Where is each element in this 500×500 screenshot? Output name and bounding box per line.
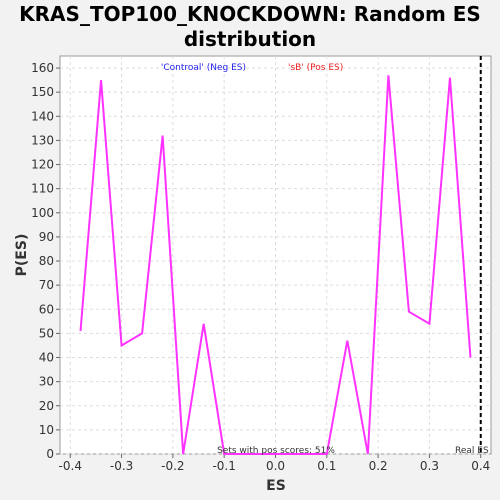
y-tick-label: 40 bbox=[39, 351, 54, 365]
y-tick-label: 60 bbox=[39, 302, 54, 316]
x-axis-label: ES bbox=[266, 478, 286, 494]
y-tick-label: 20 bbox=[39, 399, 54, 413]
x-tick-label: 0.2 bbox=[369, 459, 388, 473]
y-tick-label: 10 bbox=[39, 423, 54, 437]
x-axis-ticks: -0.4 -0.3 -0.2 -0.1 0.0 0.1 0.2 0.3 0.4 bbox=[59, 454, 490, 473]
chart-title: KRAS_TOP100_KNOCKDOWN: Random ES distrib… bbox=[0, 2, 500, 52]
y-tick-label: 100 bbox=[31, 206, 54, 220]
legend-pos-label: 'sB' (Pos ES) bbox=[288, 63, 343, 73]
x-tick-label: -0.4 bbox=[59, 459, 82, 473]
y-tick-label: 120 bbox=[31, 158, 54, 172]
x-tick-label: 0.4 bbox=[471, 459, 490, 473]
y-tick-label: 150 bbox=[31, 85, 54, 99]
x-tick-label: -0.1 bbox=[212, 459, 235, 473]
y-axis-ticks: 0 10 20 30 40 50 60 70 80 90 100 110 120 130 140 150 160 bbox=[31, 61, 60, 461]
y-tick-label: 30 bbox=[39, 375, 54, 389]
legend-neg-label: 'Controal' (Neg ES) bbox=[161, 63, 246, 73]
series-line bbox=[79, 75, 472, 455]
y-tick-label: 50 bbox=[39, 326, 54, 340]
y-tick-label: 70 bbox=[39, 278, 54, 292]
y-tick-label: 110 bbox=[31, 182, 54, 196]
grid bbox=[60, 56, 491, 455]
y-tick-label: 90 bbox=[39, 230, 54, 244]
x-tick-label: 0.0 bbox=[266, 459, 285, 473]
y-tick-label: 80 bbox=[39, 254, 54, 268]
chart-title-line-1: KRAS_TOP100_KNOCKDOWN: Random ES bbox=[19, 2, 481, 26]
y-tick-label: 0 bbox=[46, 447, 54, 461]
y-tick-label: 130 bbox=[31, 133, 54, 147]
chart-title-line-2: distribution bbox=[183, 27, 317, 51]
y-axis-label: P(ES) bbox=[14, 234, 30, 277]
x-tick-label: -0.2 bbox=[161, 459, 184, 473]
real-es-label: Real ES bbox=[455, 446, 489, 456]
y-tick-label: 140 bbox=[31, 109, 54, 123]
pos-score-annotation: Sets with pos scores: 51% bbox=[217, 446, 335, 456]
x-tick-label: 0.1 bbox=[317, 459, 336, 473]
x-tick-label: 0.3 bbox=[420, 459, 439, 473]
y-tick-label: 160 bbox=[31, 61, 54, 75]
x-tick-label: -0.3 bbox=[110, 459, 133, 473]
